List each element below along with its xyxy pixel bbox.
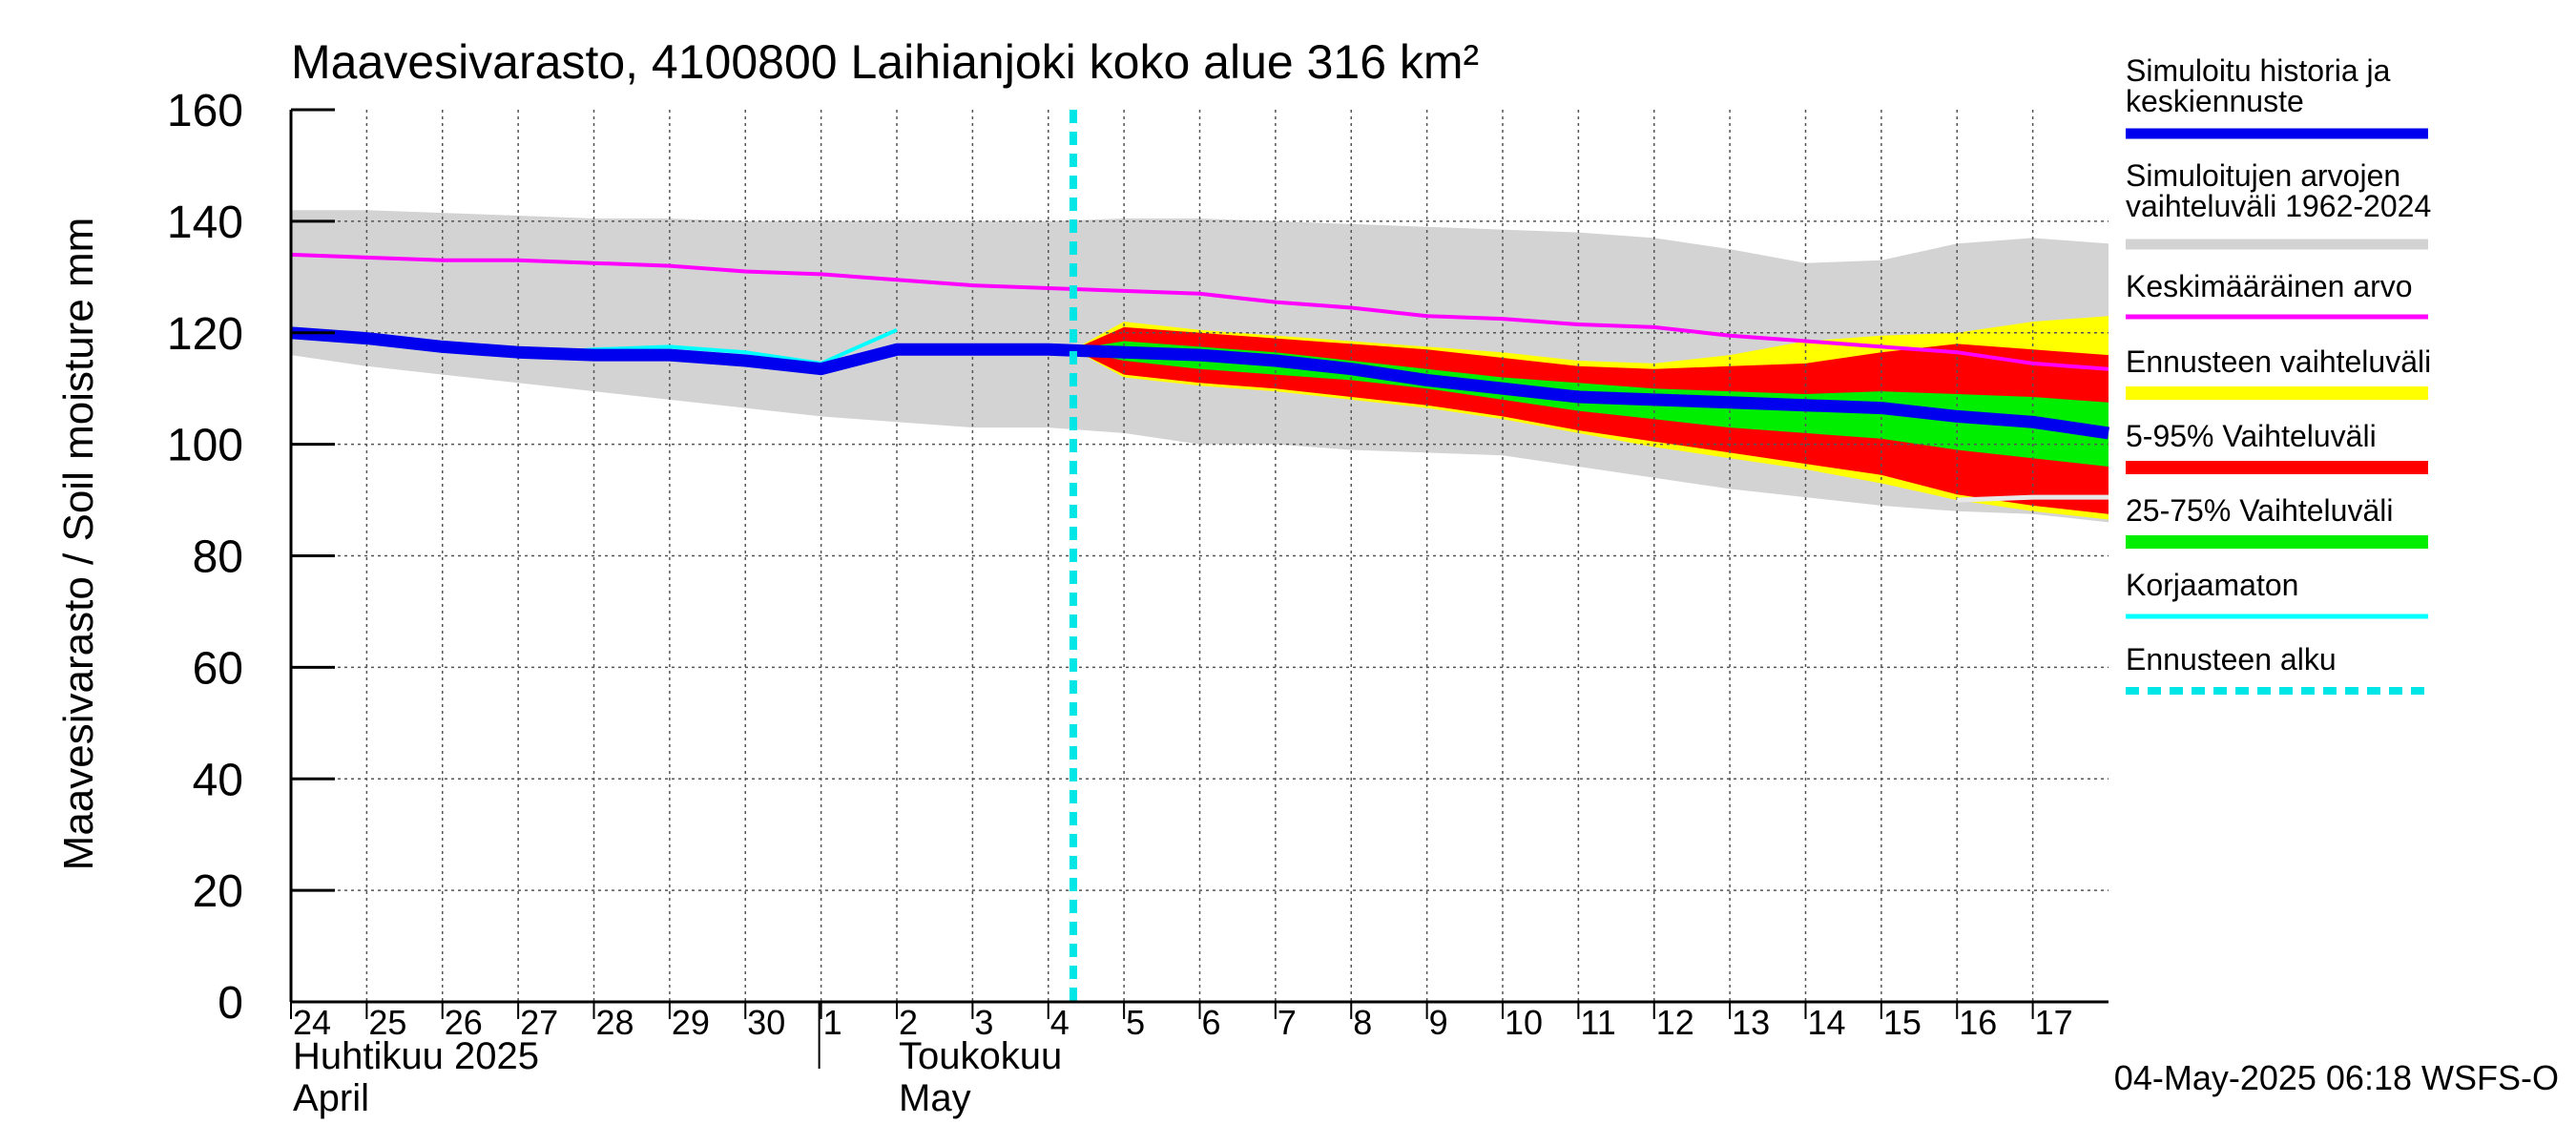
y-tick-label: 40 — [193, 755, 243, 805]
x-tick-label: 24 — [293, 1003, 331, 1042]
x-tick-label: 13 — [1732, 1003, 1770, 1042]
y-tick-label: 100 — [167, 421, 243, 471]
x-tick-label: 11 — [1580, 1003, 1615, 1042]
x-tick-label: 29 — [672, 1003, 710, 1042]
month-label-en: May — [899, 1077, 971, 1119]
legend-label: Keskimääräinen arvo — [2126, 269, 2413, 303]
x-tick-label: 17 — [2035, 1003, 2073, 1042]
x-tick-label: 14 — [1808, 1003, 1846, 1042]
plot-area — [289, 110, 2109, 1004]
legend-label: Simuloitujen arvojen — [2126, 158, 2400, 193]
x-tick-label: 6 — [1202, 1003, 1221, 1042]
legend-label: Simuloitu historia ja — [2126, 53, 2391, 88]
x-tick-label: 15 — [1883, 1003, 1922, 1042]
x-ticks: 24 25 26 27 28 29 30 1 2 3 4 5 6 7 8 9 10 11 12 13 14 15 16 17 — [290, 1002, 2073, 1069]
legend-label-2: vaihteluväli 1962-2024 — [2126, 189, 2431, 223]
month-label: Huhtikuu 2025 — [293, 1035, 539, 1077]
y-axis-label: Maavesivarasto / Soil moisture mm — [55, 218, 102, 871]
legend-label: 25-75% Vaihteluväli — [2126, 493, 2393, 528]
x-tick-label: 2 — [899, 1003, 918, 1042]
legend-label-2: keskiennuste — [2126, 84, 2304, 118]
legend-label: Korjaamaton — [2126, 568, 2298, 602]
x-tick-label: 1 — [823, 1003, 842, 1042]
chart-title: Maavesivarasto, 4100800 Laihianjoki koko… — [291, 35, 1479, 89]
month-label-en: April — [293, 1077, 369, 1119]
x-tick-label: 25 — [368, 1003, 406, 1042]
x-tick-label: 7 — [1278, 1003, 1297, 1042]
x-tick-label: 26 — [445, 1003, 483, 1042]
y-tick-label: 160 — [167, 86, 243, 136]
timestamp: 04-May-2025 06:18 WSFS-O — [2114, 1058, 2559, 1097]
y-tick-label: 80 — [193, 532, 243, 583]
x-tick-label: 16 — [1959, 1003, 1997, 1042]
x-tick-label: 4 — [1050, 1003, 1070, 1042]
x-tick-label: 30 — [747, 1003, 785, 1042]
x-tick-label: 10 — [1505, 1003, 1543, 1042]
y-tick-label: 0 — [218, 978, 243, 1029]
y-tick-label: 60 — [193, 643, 243, 694]
x-tick-label: 5 — [1126, 1003, 1145, 1042]
lines-layer — [290, 110, 2109, 1002]
y-tick-label: 120 — [167, 309, 243, 360]
y-ticks: 0 20 40 60 80 100 120 140 160 — [167, 86, 335, 1029]
x-tick-label: 28 — [596, 1003, 634, 1042]
x-tick-label: 8 — [1353, 1003, 1372, 1042]
legend-label: 5-95% Vaihteluväli — [2126, 419, 2377, 453]
x-tick-label: 9 — [1429, 1003, 1448, 1042]
month-label: Toukokuu — [899, 1035, 1062, 1077]
y-tick-label: 140 — [167, 198, 243, 248]
legend-label: Ennusteen vaihteluväli — [2126, 344, 2431, 379]
x-tick-label: 12 — [1656, 1003, 1694, 1042]
legend-label: Ennusteen alku — [2126, 642, 2337, 677]
y-tick-label: 20 — [193, 866, 243, 917]
uncorrected-forecast-line — [1957, 494, 2109, 503]
x-tick-label: 27 — [520, 1003, 558, 1042]
median-line — [290, 326, 2109, 440]
x-tick-label: 3 — [974, 1003, 993, 1042]
mean-line — [290, 252, 2109, 371]
